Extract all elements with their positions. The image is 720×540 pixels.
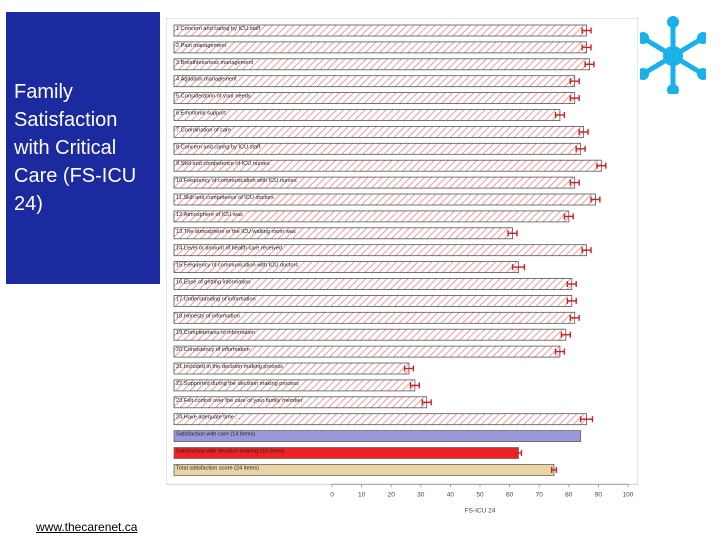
x-tick-label: 30: [417, 491, 425, 498]
x-tick-label: 90: [595, 491, 603, 498]
category-label: 5.Consideration of your needs: [176, 94, 251, 100]
footer-url-link[interactable]: www.thecarenet.ca: [36, 520, 138, 534]
category-label: 23.Felt control over the care of your fa…: [176, 398, 303, 404]
category-label: 7.Coordination of care: [176, 127, 231, 133]
category-label: Satisfaction with decision making (10 it…: [176, 449, 285, 455]
category-label: 16.Ease of getting information: [176, 280, 250, 286]
bar: [173, 126, 585, 138]
category-label: 1.Concern and caring by ICU staff: [176, 26, 261, 32]
x-tick-label: 50: [476, 491, 484, 498]
category-label: 22.Supported during the decision making …: [176, 381, 299, 387]
category-label: 2.Pain management: [176, 43, 227, 49]
category-label: 17.Understanding of information: [176, 296, 256, 302]
category-label: 12.Atmosphere of ICU was: [176, 212, 243, 218]
slide-title: Family Satisfaction with Critical Care (…: [14, 81, 137, 215]
x-tick-label: 40: [447, 491, 455, 498]
category-label: 11.Skill and competence of ICU doctors: [176, 195, 274, 201]
category-label: 6.Emotional support: [176, 111, 226, 117]
x-tick-label: 60: [506, 491, 514, 498]
category-label: 20.Consistency of information: [176, 347, 250, 353]
category-label: Satisfaction with care (14 items): [176, 432, 255, 438]
category-label: 8.Concern and caring by ICU staff: [176, 144, 261, 150]
x-tick-label: 20: [388, 491, 396, 498]
title-panel: Family Satisfaction with Critical Care (…: [6, 12, 160, 284]
category-label: 14.Level or amount of health care receiv…: [176, 246, 282, 252]
category-label: 19.Completeness of information: [176, 330, 255, 336]
x-tick-label: 80: [565, 491, 573, 498]
category-label: Total satisfaction score (24 items): [176, 465, 259, 471]
category-label: 3.Breathlessness management: [176, 60, 254, 66]
snowflake-logo-icon: [640, 16, 706, 94]
category-label: 4.Agitation management: [176, 77, 237, 83]
category-label: 10.Frequency of communication with ICU n…: [176, 178, 297, 184]
x-tick-label: 10: [358, 491, 366, 498]
bar-chart: 1.Concern and caring by ICU staff 2.Pain …: [166, 18, 638, 514]
x-tick-label: 0: [330, 491, 334, 498]
category-label: 18.Honesty of information: [176, 313, 240, 319]
x-tick-label: 70: [536, 491, 544, 498]
category-label: 9.Skill and competence of ICU nurses: [176, 161, 270, 167]
x-tick-label: 100: [623, 491, 634, 498]
bar: [173, 41, 587, 54]
bar: [173, 430, 582, 443]
category-label: 24.Have adequate time ...: [176, 415, 241, 421]
category-label: 21.Included in the decision making proce…: [176, 364, 283, 370]
x-axis-label: FS-ICU 24: [465, 507, 496, 514]
category-label: 13.The atmosphere in the ICU waiting roo…: [176, 229, 296, 235]
bar: [173, 109, 561, 121]
category-label: 15.Frequency of communication with ICU d…: [176, 263, 298, 269]
chart-frame: 1.Concern and caring by ICU staff 2.Pain …: [166, 18, 638, 518]
